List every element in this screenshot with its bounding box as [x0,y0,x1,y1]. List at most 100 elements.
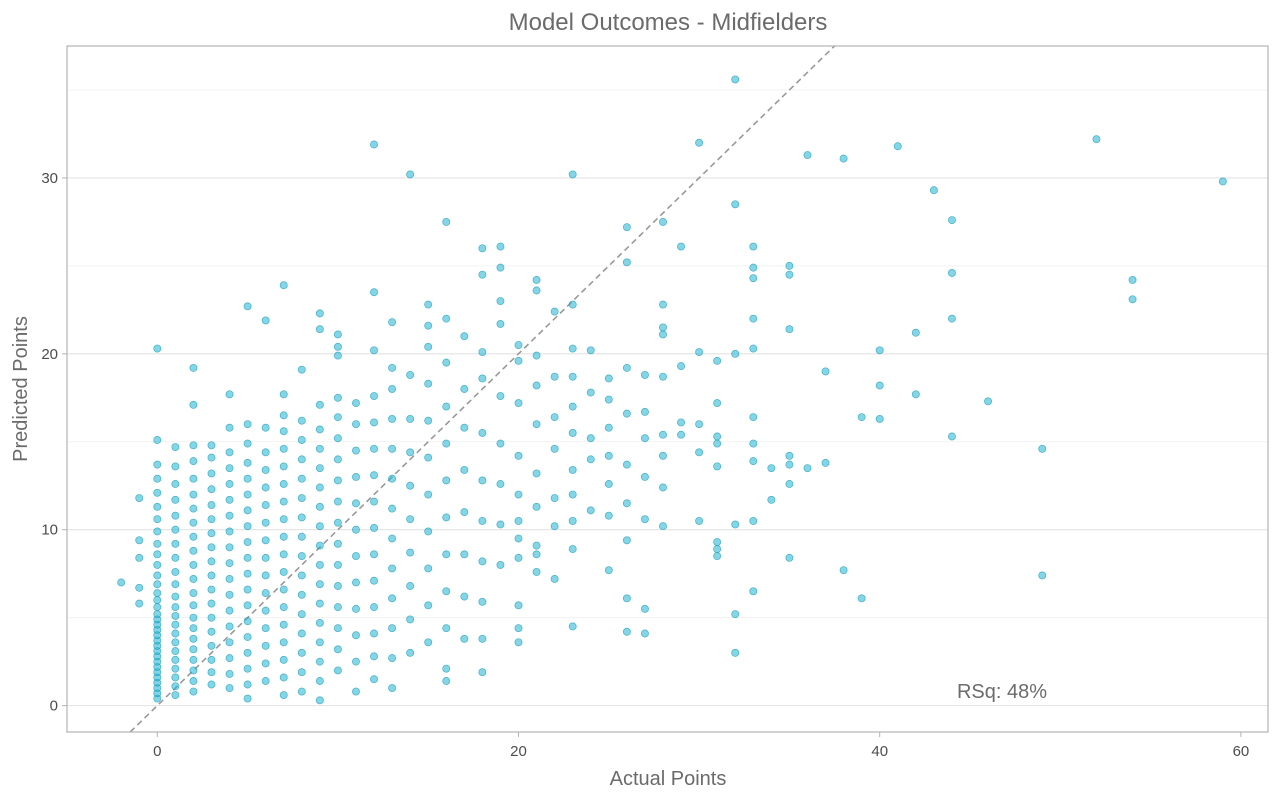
data-point [225,543,234,552]
x-tick-label: 20 [510,743,527,760]
x-axis-title: Actual Points [610,768,727,790]
data-point [171,611,180,620]
data-point [659,451,667,460]
data-point [622,499,631,508]
data-points [117,75,1227,705]
data-point [514,451,523,460]
data-point [171,655,180,664]
data-point [243,522,252,531]
data-point [875,414,884,423]
data-point [135,536,144,545]
data-point [749,413,758,422]
data-point [478,348,487,357]
data-point [189,601,198,610]
data-point [406,448,415,457]
y-axis-title: Predicted Points [10,316,32,462]
data-point [225,527,234,536]
data-point [279,638,288,647]
data-point [352,578,360,587]
data-point [279,480,288,488]
data-point [622,409,631,418]
data-point [333,434,342,443]
data-point [550,372,559,381]
data-point [586,506,595,515]
data-point [261,483,270,492]
data-point [731,75,740,84]
data-point [424,527,433,536]
data-point [189,504,198,513]
data-point [189,441,198,450]
rsq-annotation: RSq: 48% [957,681,1047,703]
data-point [370,524,378,532]
data-point [550,444,559,453]
data-point [568,402,577,411]
data-point [388,624,397,633]
data-point [297,416,306,425]
data-point [279,691,288,700]
data-point [153,344,162,353]
data-point [640,370,649,379]
data-point [460,423,469,432]
data-point [911,390,920,399]
data-point [695,448,704,457]
data-point [171,682,180,691]
data-point [622,536,631,545]
data-point [279,444,288,453]
data-point [189,613,198,622]
data-point [713,356,722,365]
data-point [207,469,216,478]
data-point [207,680,216,689]
data-point [406,515,415,524]
data-point [153,580,162,589]
data-point [153,527,162,536]
data-point [713,439,722,448]
data-point [153,488,162,497]
data-point [947,314,956,323]
data-point [243,664,252,673]
y-tick-label: 0 [50,698,58,715]
data-point [659,217,667,226]
data-point [749,242,758,251]
data-point [370,576,378,585]
data-point [406,370,415,379]
data-point [261,659,270,668]
data-point [225,511,234,520]
data-point [586,434,595,443]
data-point [749,457,758,466]
data-point [460,550,469,559]
data-point [297,687,306,696]
data-point [370,418,378,427]
data-point [225,622,234,631]
data-point [297,365,306,374]
data-point [261,553,270,562]
data-point [370,471,378,480]
data-point [352,525,360,534]
data-point [352,631,360,640]
data-point [153,539,162,548]
data-point [586,346,595,355]
data-point [442,677,451,685]
data-point [261,606,270,615]
data-point [659,522,667,531]
data-point [514,638,523,647]
data-point [207,571,216,580]
data-point [189,666,198,675]
data-point [388,414,397,423]
x-tick-label: 40 [871,743,888,760]
data-point [297,494,306,503]
data-point [171,673,180,682]
data-point [947,216,956,225]
data-point [333,342,342,351]
data-point [604,374,613,383]
data-point [659,430,667,439]
data-point [333,413,342,422]
data-point [911,328,920,337]
data-point [460,508,469,517]
data-point [261,571,270,580]
data-point [207,529,216,538]
data-point [153,571,162,580]
data-point [261,641,270,650]
data-point [370,629,378,638]
data-point [550,307,559,316]
data-point [225,670,234,678]
